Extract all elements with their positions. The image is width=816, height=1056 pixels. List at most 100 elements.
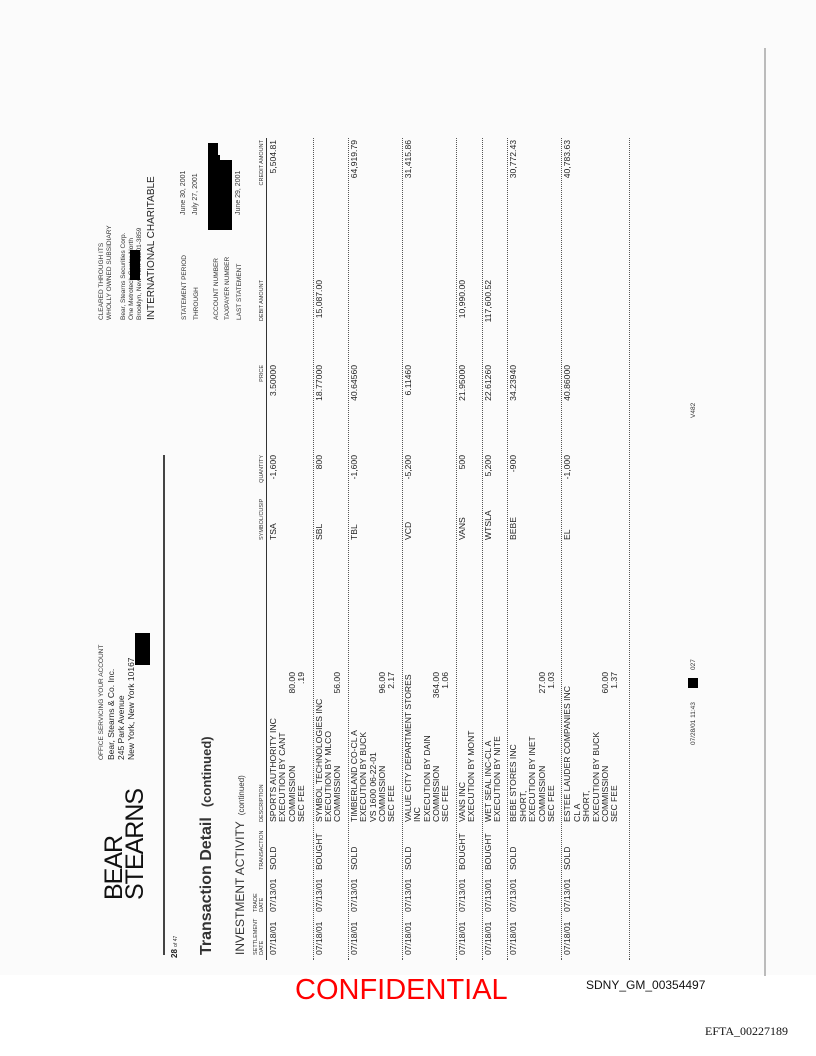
scanned-page: [0, 0, 816, 975]
transaction-type: BOUGHT: [313, 833, 324, 870]
description-line: EXECUTION BY MONT: [466, 672, 476, 822]
credit-amount: 30,772.43: [508, 140, 519, 179]
settlement-date: 07/18/01: [508, 921, 519, 955]
symbol: BEBE: [508, 517, 519, 540]
transaction-type: SOLD: [562, 846, 573, 870]
col-transaction: TRANSACTION: [259, 830, 265, 870]
quantity: -1,600: [268, 455, 278, 480]
col-trade-date: TRADE DATE: [253, 893, 265, 912]
settlement-date: 07/18/01: [482, 921, 493, 955]
fee-amount: 1.37: [609, 672, 620, 689]
header-underline: [266, 138, 267, 960]
description-text: SEC FEE: [296, 785, 307, 822]
col-symbol: SYMBOL/CUSIP: [259, 498, 265, 540]
trade-date: 07/13/01: [402, 878, 413, 912]
logo-line: STEARNS: [121, 788, 149, 900]
quantity: 800: [313, 455, 324, 470]
footer-version: V482: [690, 402, 697, 418]
description: SYMBOL TECHNOLOGIES INC EXECUTION BY MLCO…: [314, 672, 343, 822]
redaction: [130, 250, 140, 280]
statement-period-value: June 30, 2001: [180, 170, 187, 215]
credit-amount: 5,504.81: [268, 140, 278, 174]
last-statement-label: LAST STATEMENT: [236, 263, 243, 320]
section-heading: INVESTMENT ACTIVITY (continued): [233, 775, 247, 955]
description-line: COMMISSION 56.00: [332, 672, 343, 822]
clearing-line: CLEARED THROUGH ITS: [98, 242, 105, 320]
description: TIMBERLAND CO-CL A EXECUTION BY BUCK VS 16…: [349, 672, 397, 822]
description: WET SEAL INC-CL A EXECUTION BY NITE: [483, 672, 503, 822]
through-label: THROUGH: [193, 287, 200, 320]
fee-amount: 2.17: [386, 672, 397, 689]
col-label: DATE: [259, 940, 265, 955]
description-text: EXECUTION BY NITE: [492, 736, 502, 822]
description-text: SEC FEE: [609, 785, 620, 822]
table-row: 07/18/01 07/13/01 SOLD EL -1,000 40.86000 40,7…: [561, 138, 624, 960]
description: BEBE STORES INC SHORT, EXECUTION BY INET CO…: [508, 672, 557, 822]
transaction-type: SOLD: [268, 846, 278, 870]
office-line: Bear, Stearns & Co. Inc.: [106, 668, 116, 760]
col-settlement-date: SETTLEMENT DATE: [253, 919, 265, 955]
description-line: SEC FEE 1.06: [440, 672, 451, 822]
taxpayer-number-label: TAXPAYER NUMBER: [224, 256, 231, 320]
trade-date: 07/13/01: [482, 878, 493, 912]
redaction: [135, 633, 150, 665]
statement-page: BEAR STEARNS OFFICE SERVICING YOUR ACCOU…: [90, 50, 760, 970]
settlement-date: 07/18/01: [313, 921, 324, 955]
price: 3.50000: [268, 365, 278, 397]
price: 6.11460: [402, 365, 413, 396]
table-end-rule: [628, 138, 631, 960]
table-row: 07/18/01 07/13/01 BOUGHT SBL 800 18.77000 15,0…: [312, 138, 347, 960]
description-text: VALUE CITY DEPARTMENT STORES: [402, 674, 413, 822]
trade-date: 07/13/01: [508, 878, 519, 912]
description-line: ESTEE LAUDER COMPANIES INC: [562, 672, 572, 822]
quantity: 500: [456, 455, 467, 470]
price: 18.77000: [313, 365, 324, 401]
credit-amount: 31,415.86: [402, 140, 413, 179]
description-line: SEC FEE 2.17: [386, 672, 397, 822]
symbol: TBL: [348, 524, 359, 540]
price: 22.61260: [482, 365, 493, 401]
fee-amount: .19: [296, 672, 307, 684]
col-label: DATE: [259, 897, 265, 912]
trade-date: 07/13/01: [313, 878, 324, 912]
fee-amount: 1.06: [440, 672, 451, 689]
table-row: 07/18/01 07/13/01 SOLD TBL -1,600 40.64560 64,…: [347, 138, 401, 960]
table-row: 07/18/01 07/13/01 BOUGHT WTSLA 5,200 22.61260…: [481, 138, 507, 960]
office-line: 245 Park Avenue: [116, 695, 126, 760]
transaction-type: SOLD: [508, 846, 519, 870]
description-line: VALUE CITY DEPARTMENT STORES: [402, 672, 413, 822]
quantity: -5,200: [402, 455, 413, 480]
page-title: Transaction Detail (continued): [198, 736, 216, 955]
quantity: -900: [508, 455, 519, 473]
quantity: -1,000: [562, 455, 573, 480]
trade-date: 07/13/01: [268, 878, 278, 912]
last-statement-value: June 29, 2001: [235, 170, 242, 215]
price: 21.95000: [456, 365, 467, 401]
footer-timestamp: 07/28/01 11:43: [690, 702, 697, 745]
description-text: SEC FEE: [386, 785, 397, 822]
fee-amount: 56.00: [332, 672, 343, 694]
trade-date: 07/13/01: [348, 878, 359, 912]
header-rule: [163, 455, 165, 955]
page-number: 28: [170, 949, 179, 958]
transaction-type: BOUGHT: [482, 833, 493, 870]
page-counter: 28 of 47: [170, 936, 179, 958]
account-name: INTERNATIONAL CHARITABLE: [146, 176, 157, 320]
statement-period-label: STATEMENT PERIOD: [181, 254, 188, 320]
description-line: EXECUTION BY NITE: [492, 672, 502, 822]
description: SPORTS AUTHORITY INC EXECUTION BY CANT COM…: [268, 672, 307, 822]
symbol: EL: [562, 529, 573, 540]
description-line: SEC FEE 1.37: [609, 672, 620, 822]
office-address: OFFICE SERVICING YOUR ACCOUNT Bear, Stea…: [98, 645, 136, 760]
through-value: July 27, 2001: [192, 173, 199, 215]
table-row: 07/18/01 07/13/01 SOLD BEBE -900 34.23940 30,7…: [507, 138, 561, 960]
price: 34.23940: [508, 365, 519, 401]
trade-date: 07/13/01: [562, 878, 573, 912]
quantity: 5,200: [482, 455, 493, 477]
description-text: SEC FEE: [440, 785, 451, 822]
settlement-date: 07/18/01: [268, 921, 278, 955]
fee-amount: 1.03: [546, 672, 557, 689]
table-row: 07/18/01 07/13/01 BOUGHT VANS 500 21.95000 10,…: [455, 138, 481, 960]
clearing-line: Bear, Stearns Securities Corp.: [120, 232, 127, 320]
symbol: SBL: [313, 523, 324, 540]
